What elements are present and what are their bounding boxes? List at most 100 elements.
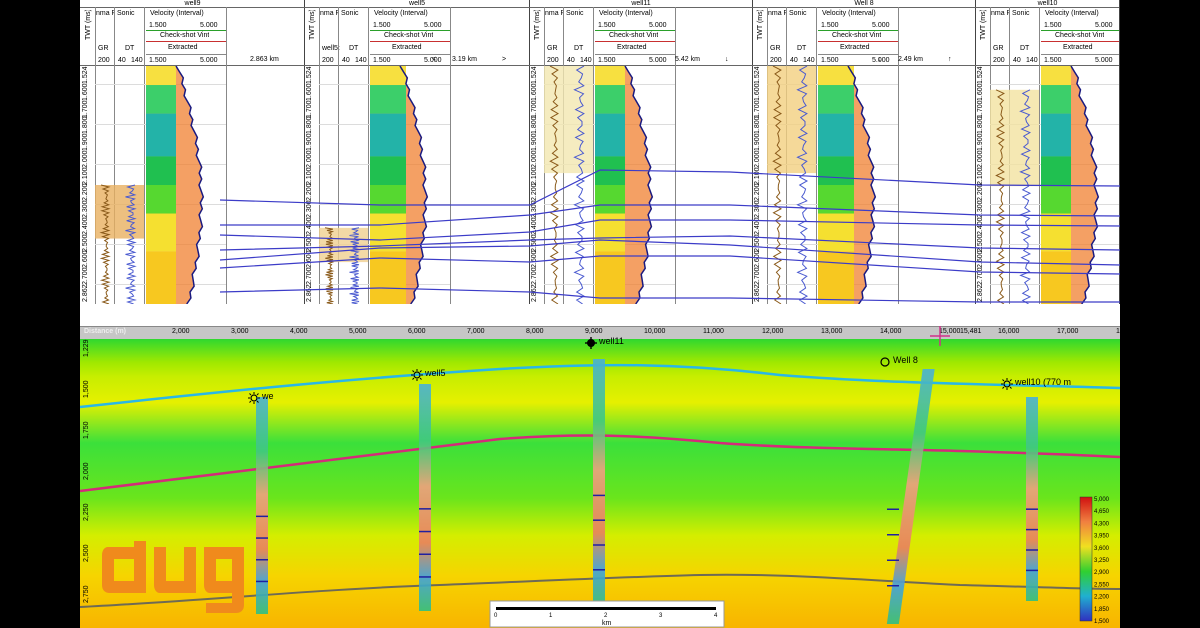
velocity-track <box>1041 66 1100 304</box>
gr-curve <box>772 66 783 304</box>
colorbar-tick: 5,000 <box>1094 497 1110 503</box>
log-scale-dt-max: 140 <box>355 57 367 64</box>
seismic-velocity-section[interactable]: 1,229 1,500 1,750 2,000 2,250 2,500 2,750 5,00… <box>80 336 1120 628</box>
checkshot-label: Check-shot Vint <box>1055 32 1105 39</box>
log-header-gamma: nma P <box>320 10 338 17</box>
distance-tick: 5,000 <box>349 328 367 335</box>
velocity-band <box>146 156 176 185</box>
velocity-track <box>146 66 205 304</box>
track-divider <box>816 7 817 304</box>
velocity-band <box>370 156 406 185</box>
velocity-band <box>1041 213 1071 252</box>
velocity-band <box>818 156 854 185</box>
cursor-crosshair-icon <box>930 326 950 346</box>
velocity-band <box>818 85 854 114</box>
header-rule <box>146 54 226 55</box>
velocity-band <box>595 85 625 114</box>
log-curve-gr: GR <box>770 45 781 52</box>
colorbar-tick: 1,500 <box>1094 619 1110 625</box>
log-curve-dt: DT <box>797 45 807 52</box>
distance-tick: 9,000 <box>585 328 603 335</box>
well-symbol-icon <box>1001 377 1013 395</box>
log-scale-dt-min: 40 <box>1013 57 1021 64</box>
log-header-sonic: Sonic <box>566 10 584 17</box>
log-scale-gr: 200 <box>993 57 1005 64</box>
dt-curve <box>125 184 137 304</box>
track-divider <box>338 7 339 304</box>
log-curves-track <box>95 184 144 304</box>
well-spacing-label: 5.42 km <box>675 56 700 63</box>
track-divider <box>450 7 451 304</box>
scale-bar-tick: 2 <box>604 613 608 619</box>
velocity-header: Velocity (Interval) <box>150 10 204 17</box>
distance-tick: 14,000 <box>880 328 902 335</box>
extracted-max: 5.000 <box>200 57 218 64</box>
velocity-max: 5.000 <box>200 22 218 29</box>
lithology-fill <box>544 66 593 174</box>
log-scale-gr: 200 <box>547 57 559 64</box>
header-rule <box>146 41 226 42</box>
velocity-max: 5.000 <box>1095 22 1113 29</box>
well-sun-icon <box>411 369 423 381</box>
velocity-band <box>370 113 406 157</box>
header-rule <box>818 41 898 42</box>
header-rule <box>1041 30 1120 31</box>
checkshot-velocity-curve <box>399 66 429 304</box>
log-scale-dt-min: 40 <box>567 57 575 64</box>
checkshot-label: Check-shot Vint <box>832 32 882 39</box>
section-y-tick: 2,000 <box>83 462 90 480</box>
extracted-max: 5.000 <box>1095 57 1113 64</box>
distance-axis: Distance (m) 2,000 3,000 4,000 5,000 6,000 7,… <box>80 326 1120 339</box>
extracted-label: Extracted <box>392 44 422 51</box>
log-panel: well10 TWT (ms) nma P Sonic GR DT 200 40 140 Velo… <box>975 0 1120 306</box>
track-divider <box>752 0 753 304</box>
lithology-fill <box>767 66 816 174</box>
colorbar-tick: 3,600 <box>1094 546 1110 552</box>
header-rule <box>818 30 898 31</box>
well-circle-icon <box>880 357 890 367</box>
header-rule <box>529 65 753 66</box>
section-y-tick: 2,750 <box>83 585 90 603</box>
log-curve-gr: well5: GR <box>322 45 342 52</box>
checkshot-velocity-curve <box>175 66 205 304</box>
track-divider <box>368 7 369 304</box>
extracted-label: Extracted <box>617 44 647 51</box>
well-label: Well 8 <box>893 355 918 365</box>
log-panel: Well 8 TWT (ms) nma P Sonic GR DT 200 40 140 Velo… <box>752 0 976 306</box>
log-curves-track <box>319 227 368 304</box>
distance-tick: 13,000 <box>821 328 843 335</box>
velocity-band <box>370 85 406 114</box>
panel-well-title: Well 8 <box>854 0 874 7</box>
spacing-left-marker: < <box>432 56 437 63</box>
colorbar-tick: 2,900 <box>1094 570 1110 576</box>
well-symbol-icon <box>585 336 597 354</box>
horizon-line <box>219 219 1120 241</box>
scale-bar-tick: 1 <box>549 613 553 619</box>
lithology-fill <box>95 185 144 239</box>
header-rule <box>595 54 675 55</box>
header-rule <box>752 7 976 8</box>
well-symbol-icon <box>411 368 423 386</box>
extracted-label: Extracted <box>168 44 198 51</box>
velocity-min: 1.500 <box>149 22 167 29</box>
panel-well-title: well10 <box>1037 0 1058 7</box>
log-curve-gr: GR <box>547 45 558 52</box>
log-scale-gr: 200 <box>770 57 782 64</box>
scale-bar-background <box>489 600 725 628</box>
colorbar-tick: 3,950 <box>1094 534 1110 540</box>
velocity-band <box>818 213 854 252</box>
distance-tick: 17,000 <box>1057 328 1079 335</box>
header-rule <box>304 65 530 66</box>
header-rule <box>818 54 898 55</box>
track-divider <box>226 7 227 304</box>
section-y-tick: 1,500 <box>83 380 90 398</box>
track-divider <box>1119 0 1120 304</box>
log-header-gamma: nma P <box>545 10 563 17</box>
velocity-header: Velocity (Interval) <box>599 10 653 17</box>
checkshot-velocity-curve <box>624 66 654 304</box>
header-rule <box>146 30 226 31</box>
distance-tick: 15,000 <box>939 328 961 335</box>
colorbar-tick: 1,850 <box>1094 607 1110 613</box>
distance-tick: 16,000 <box>998 328 1020 335</box>
track-divider <box>975 0 976 304</box>
